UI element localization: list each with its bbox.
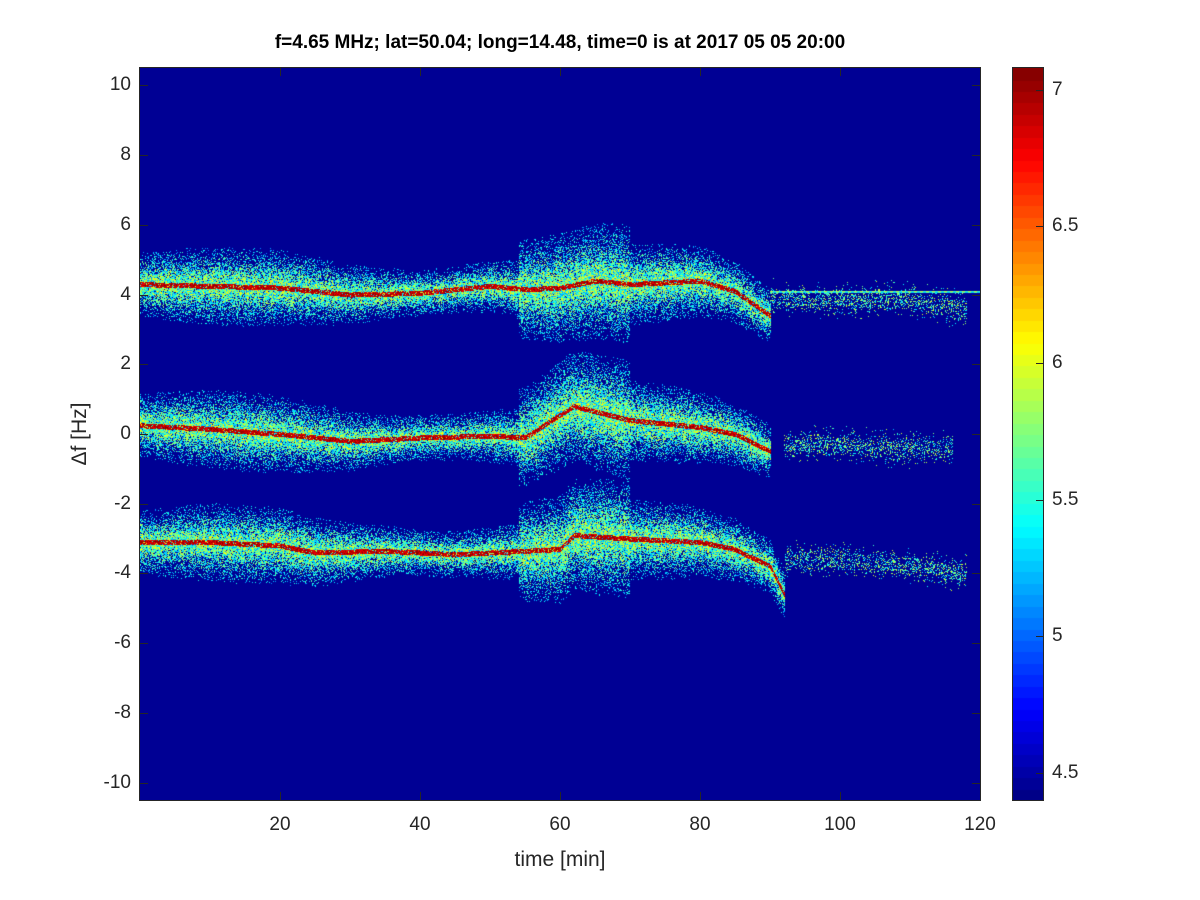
chart-title: f=4.65 MHz; lat=50.04; long=14.48, time=… bbox=[274, 32, 846, 53]
x-tick-label: 20 bbox=[269, 814, 291, 835]
x-axis-label: time [min] bbox=[514, 848, 606, 871]
y-tick-mark bbox=[140, 503, 148, 505]
x-tick-mark bbox=[420, 68, 421, 76]
y-tick-mark bbox=[140, 573, 148, 575]
y-tick-label: 0 bbox=[120, 423, 131, 444]
x-tick-mark bbox=[280, 792, 281, 800]
colorbar-gradient bbox=[1013, 68, 1043, 800]
y-tick-mark bbox=[140, 224, 148, 226]
colorbar bbox=[1013, 68, 1043, 800]
y-tick-label: 10 bbox=[109, 74, 131, 96]
y-tick-label: 4 bbox=[120, 283, 131, 305]
y-tick-label: 2 bbox=[120, 353, 131, 375]
y-tick-mark bbox=[140, 85, 148, 87]
colorbar-tick-label: 5 bbox=[1052, 625, 1063, 647]
y-axis-label: Δf [Hz] bbox=[68, 402, 91, 466]
y-tick-label: 6 bbox=[120, 213, 131, 235]
x-tick-mark bbox=[840, 792, 841, 800]
x-tick-mark bbox=[560, 68, 561, 76]
x-tick-mark bbox=[700, 68, 701, 76]
x-tick-mark bbox=[700, 792, 701, 800]
y-tick-mark bbox=[972, 434, 980, 435]
x-tick-mark bbox=[980, 68, 981, 76]
x-tick-mark bbox=[280, 68, 281, 76]
y-tick-mark bbox=[972, 712, 980, 714]
y-tick-mark bbox=[972, 85, 980, 87]
y-tick-label: -10 bbox=[103, 771, 131, 793]
y-tick-mark bbox=[140, 155, 148, 157]
y-tick-mark bbox=[972, 573, 980, 575]
colorbar-tick-mark bbox=[1036, 89, 1043, 91]
y-tick-mark bbox=[972, 294, 980, 296]
colorbar-tick-label: 7 bbox=[1052, 78, 1063, 100]
y-tick-mark bbox=[972, 364, 980, 366]
x-tick-label: 100 bbox=[824, 814, 856, 835]
y-tick-label: -2 bbox=[114, 492, 131, 514]
y-tick-label: -4 bbox=[114, 562, 131, 584]
y-tick-mark bbox=[140, 364, 148, 366]
colorbar-tick-label: 6.5 bbox=[1052, 215, 1079, 237]
y-tick-mark bbox=[972, 643, 980, 645]
y-tick-mark bbox=[140, 294, 148, 296]
colorbar-tick-label: 6 bbox=[1052, 351, 1063, 373]
y-tick-mark bbox=[972, 503, 980, 505]
y-tick-mark bbox=[972, 224, 980, 226]
spectrogram-heatmap bbox=[140, 68, 980, 800]
spectrogram-plot-area bbox=[140, 68, 980, 800]
y-tick-mark bbox=[140, 712, 148, 714]
y-tick-mark bbox=[972, 782, 980, 784]
colorbar-tick-mark bbox=[1036, 499, 1043, 501]
x-tick-mark bbox=[560, 792, 561, 800]
colorbar-tick-mark bbox=[1036, 362, 1043, 364]
colorbar-tick-label: 4.5 bbox=[1052, 761, 1079, 783]
x-tick-mark bbox=[840, 68, 841, 76]
x-tick-label: 80 bbox=[689, 814, 711, 835]
y-tick-mark bbox=[972, 155, 980, 157]
y-tick-label: -6 bbox=[114, 632, 131, 654]
y-tick-label: -8 bbox=[114, 701, 131, 723]
y-tick-mark bbox=[140, 643, 148, 645]
colorbar-tick-mark bbox=[1036, 636, 1043, 638]
x-tick-label: 120 bbox=[964, 814, 996, 835]
y-tick-label: 8 bbox=[120, 144, 131, 166]
y-tick-mark bbox=[140, 434, 148, 435]
x-tick-label: 60 bbox=[549, 814, 571, 835]
x-tick-label: 40 bbox=[409, 814, 431, 835]
colorbar-tick-mark bbox=[1036, 226, 1043, 228]
y-tick-mark bbox=[140, 782, 148, 784]
colorbar-tick-mark bbox=[1036, 772, 1043, 774]
x-tick-mark bbox=[980, 792, 981, 800]
x-tick-mark bbox=[420, 792, 421, 800]
colorbar-tick-label: 5.5 bbox=[1052, 488, 1079, 510]
